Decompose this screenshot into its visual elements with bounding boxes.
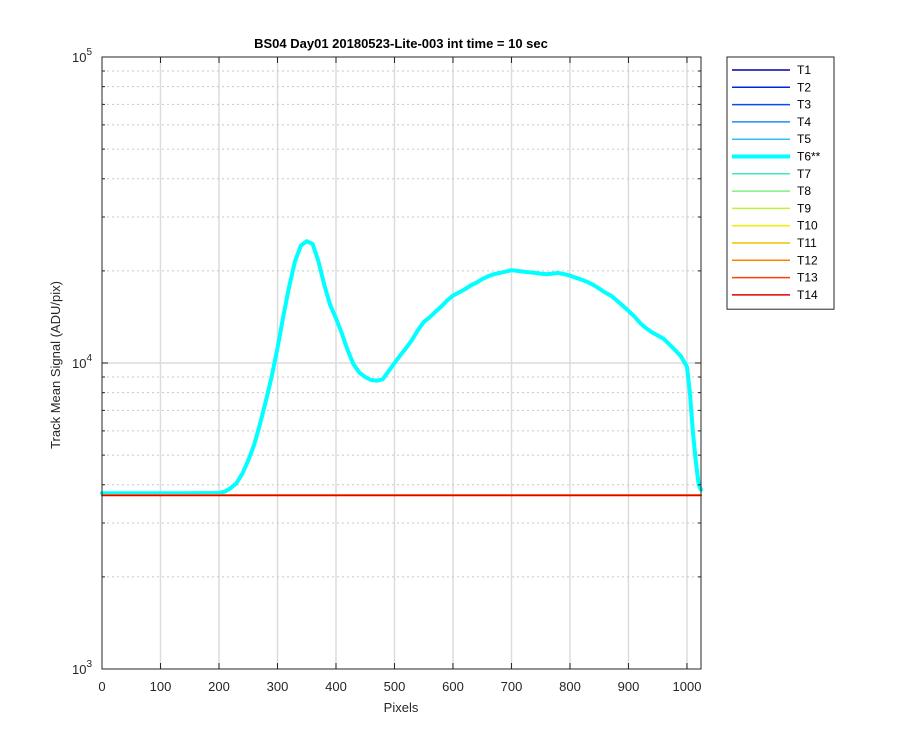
legend-label: T1 <box>797 63 811 77</box>
legend-item[interactable]: T13 <box>732 271 818 285</box>
x-tick-label: 100 <box>150 679 172 694</box>
legend-box <box>726 56 835 310</box>
legend-label: T5 <box>797 132 811 146</box>
legend-item[interactable]: T12 <box>732 253 818 267</box>
x-tick-label: 600 <box>442 679 464 694</box>
legend-item[interactable]: T6** <box>732 150 821 164</box>
legend-label: T9 <box>797 201 811 215</box>
y-tick-label: 103 <box>72 659 92 677</box>
legend-item[interactable]: T8 <box>732 184 811 198</box>
x-tick-label: 200 <box>208 679 230 694</box>
legend-label: T14 <box>797 288 818 302</box>
legend-label: T12 <box>797 253 818 267</box>
legend-label: T3 <box>797 98 811 112</box>
legend-item[interactable]: T5 <box>732 132 811 146</box>
series-line-T6 <box>100 239 703 496</box>
legend-item[interactable]: T9 <box>732 201 811 215</box>
grid <box>102 57 701 669</box>
x-tick-label: 800 <box>559 679 581 694</box>
legend-label: T4 <box>797 115 811 129</box>
legend-item[interactable]: T3 <box>732 98 811 112</box>
ticks: 0 100 200 300 400 500 600 700 800 900 1000 103 104 10… <box>72 47 701 694</box>
legend-label: T2 <box>797 80 811 94</box>
x-axis-label: Pixels <box>384 700 419 715</box>
legend-label: T8 <box>797 184 811 198</box>
x-tick-label: 400 <box>325 679 347 694</box>
x-tick-label: 300 <box>267 679 289 694</box>
x-tick-label: 900 <box>618 679 640 694</box>
legend-item[interactable]: T4 <box>732 115 811 129</box>
legend-label: T11 <box>797 236 817 250</box>
legend-label: T7 <box>797 167 811 181</box>
y-tick-label: 105 <box>72 47 92 65</box>
legend-item[interactable]: T10 <box>732 219 818 233</box>
legend-label: T10 <box>797 219 818 233</box>
y-axis-label: Track Mean Signal (ADU/pix) <box>48 281 63 449</box>
x-tick-label: 0 <box>98 679 105 694</box>
legend-item[interactable]: T7 <box>732 167 811 181</box>
series-layer <box>100 239 703 497</box>
legend-item[interactable]: T14 <box>732 288 818 302</box>
x-tick-label: 500 <box>384 679 406 694</box>
legend-item[interactable]: T1 <box>732 63 811 77</box>
y-tick-label: 104 <box>72 353 92 371</box>
x-tick-label: 700 <box>501 679 523 694</box>
legend[interactable]: T1 T2 T3 T4 T5 T6** T7 T8 T9 T10 T11 T12 T13 T14 <box>726 56 835 310</box>
legend-label: T13 <box>797 271 818 285</box>
legend-label: T6** <box>797 150 821 164</box>
legend-item[interactable]: T11 <box>732 236 817 250</box>
chart-title: BS04 Day01 20180523-Lite-003 int time = … <box>254 36 548 51</box>
x-tick-label: 1000 <box>673 679 702 694</box>
legend-item[interactable]: T2 <box>732 80 811 94</box>
